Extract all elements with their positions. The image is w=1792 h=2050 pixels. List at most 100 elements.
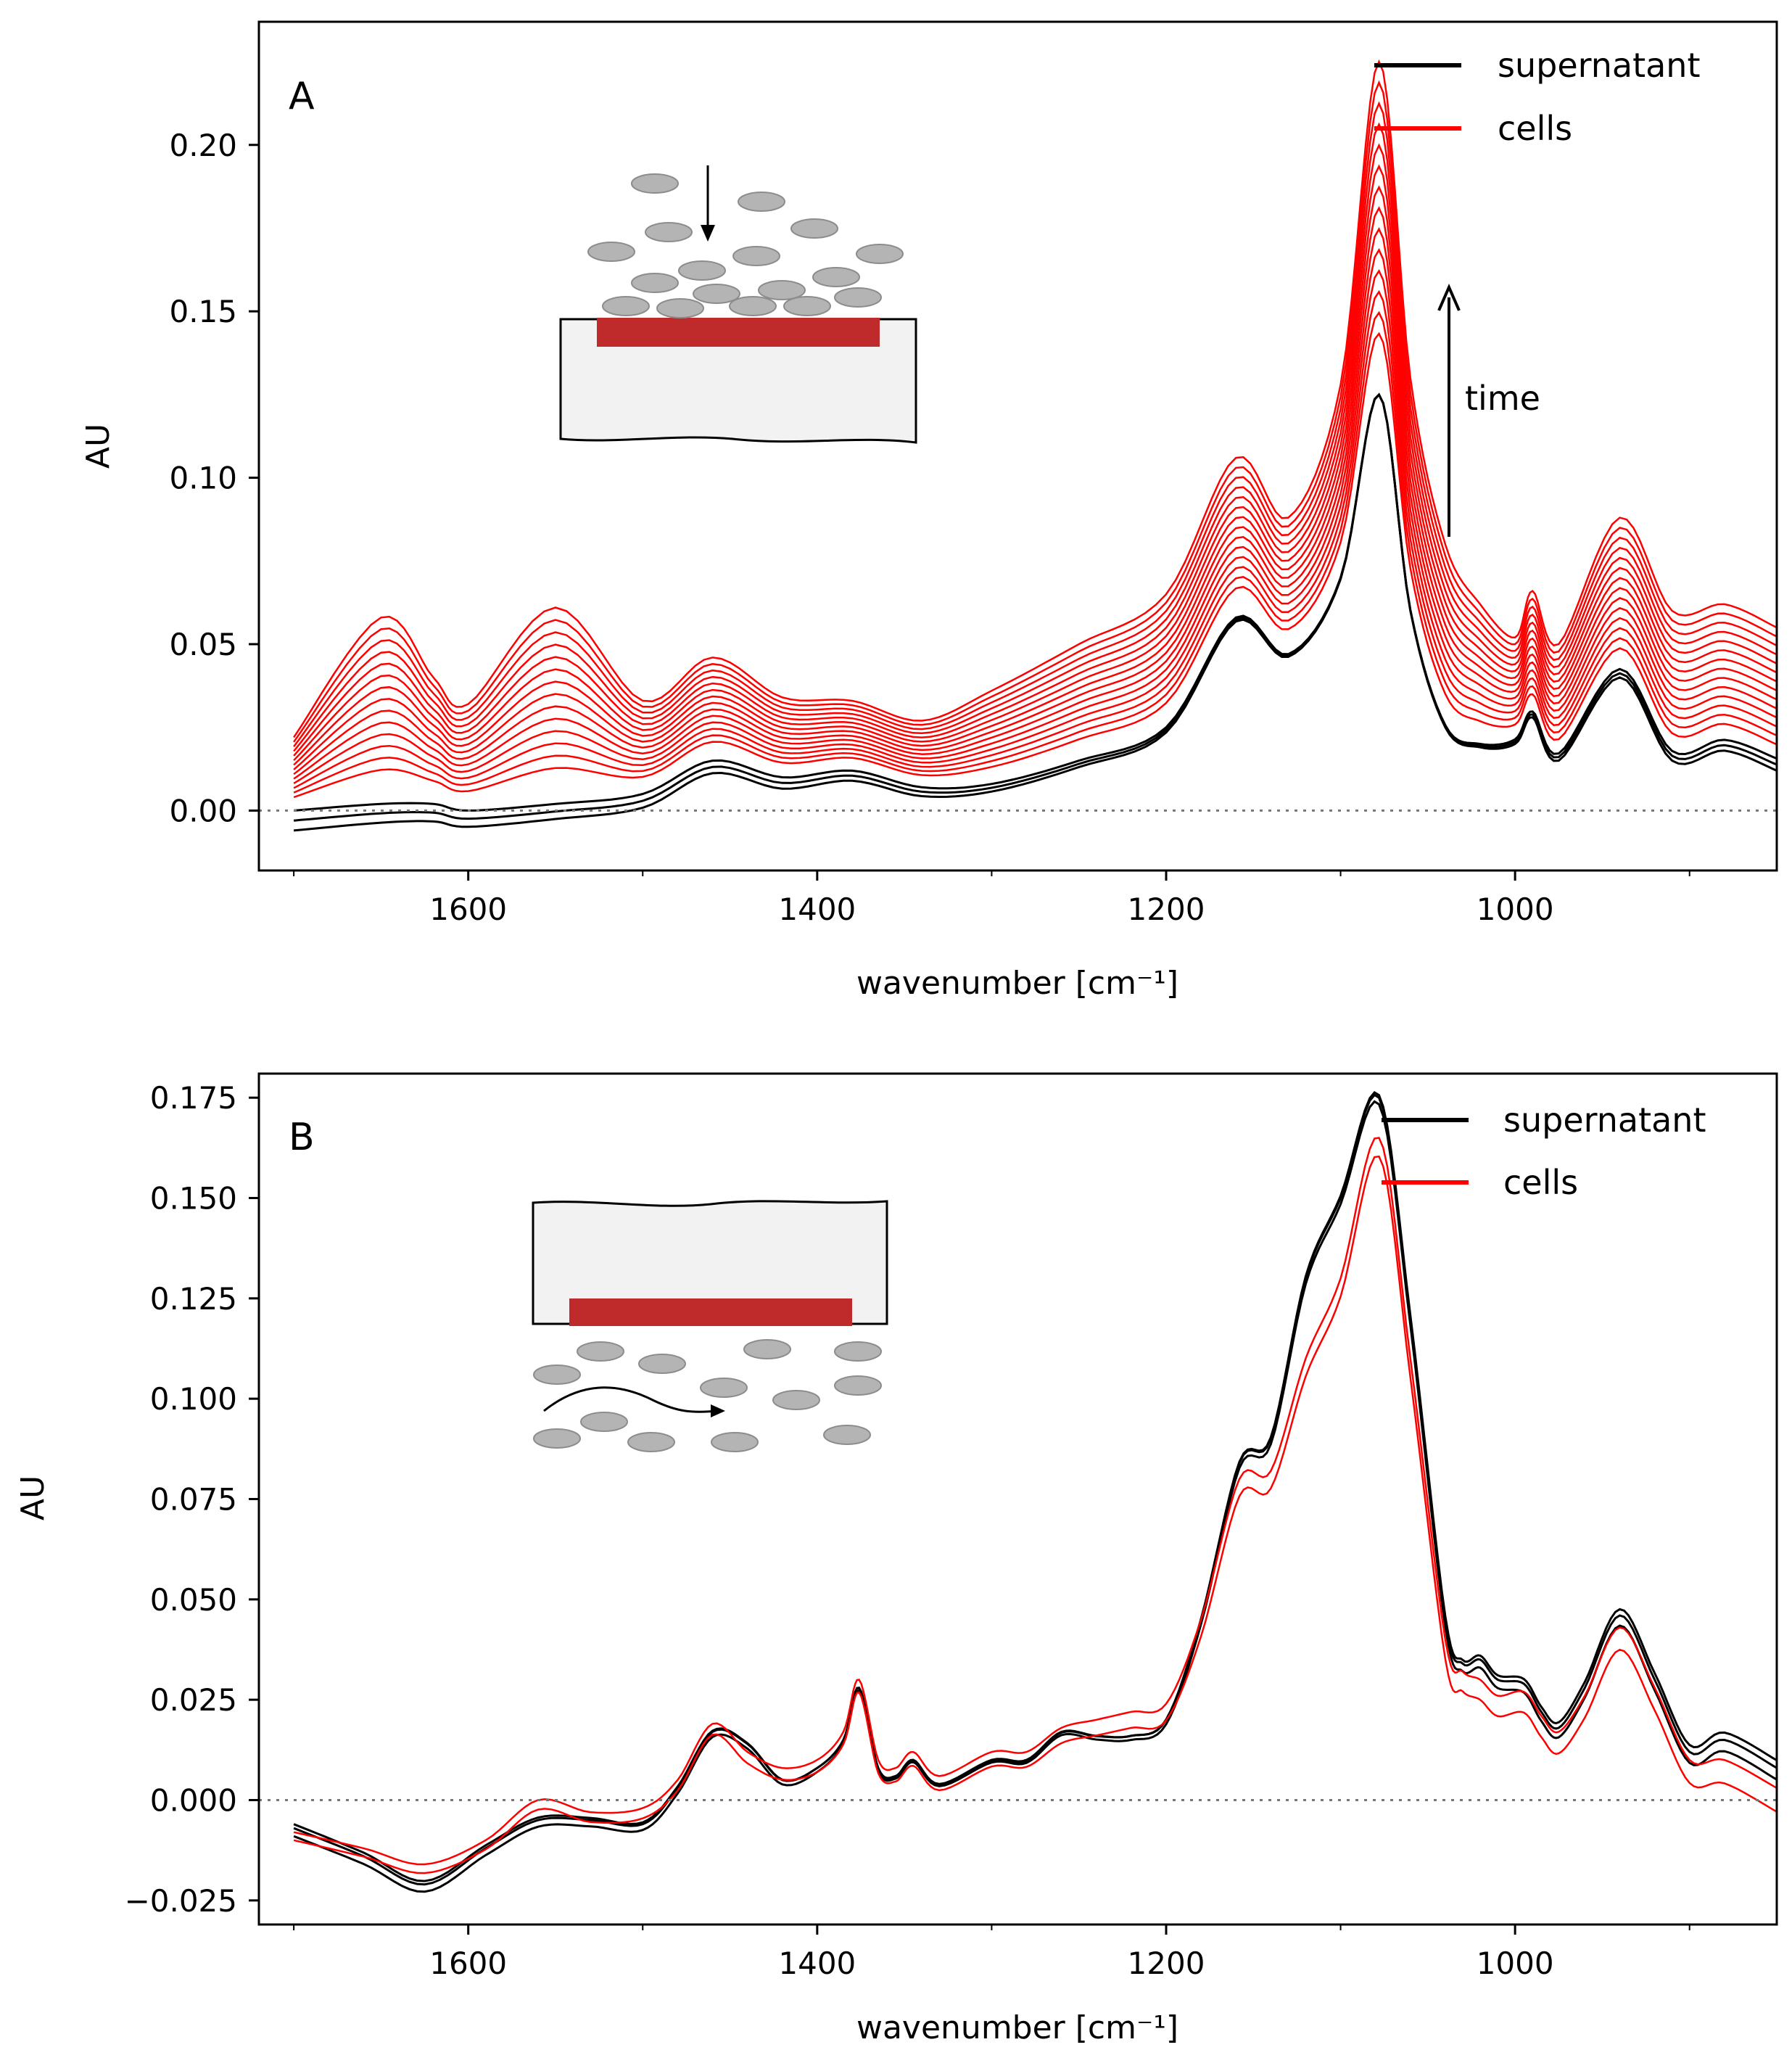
y-tick-label: −0.025 — [125, 1883, 237, 1919]
cell — [834, 287, 882, 308]
data-lines — [293, 1091, 1777, 1893]
flow-arrow — [543, 1386, 719, 1413]
cell — [783, 296, 831, 316]
cell — [743, 1339, 791, 1359]
y-tick-label: 0.100 — [150, 1381, 237, 1417]
x-tick-label: 1600 — [429, 892, 507, 927]
series-line-supernatant — [293, 1093, 1777, 1886]
cell — [587, 242, 635, 262]
legend: supernatant cells — [1382, 1100, 1706, 1202]
x-tick-label: 1400 — [778, 892, 856, 927]
y-tick-label: 0.075 — [150, 1482, 237, 1518]
y-tick-label: 0.10 — [169, 461, 237, 496]
cell — [812, 267, 860, 287]
y-tick-label: 0.20 — [169, 128, 237, 163]
series-line-cells — [293, 289, 1777, 789]
x-tick-label: 1000 — [1477, 1946, 1554, 1981]
series-line-supernatant — [293, 392, 1777, 822]
y-tick-label: 0.05 — [169, 627, 237, 662]
y-tick-label: 0.125 — [150, 1281, 237, 1317]
legend-label-cells: cells — [1503, 1163, 1578, 1202]
series-line-cells — [293, 101, 1777, 747]
legend-label-supernatant: supernatant — [1503, 1100, 1706, 1140]
series-line-supernatant — [293, 1100, 1777, 1882]
cell — [631, 173, 679, 194]
cell — [732, 246, 780, 266]
cell — [627, 1432, 675, 1452]
panel-label: B — [289, 1116, 315, 1159]
prism-body — [559, 318, 917, 444]
cell — [823, 1425, 871, 1445]
legend: supernatant cells — [1374, 46, 1700, 148]
x-tick-label: 1200 — [1128, 1946, 1205, 1981]
cell — [738, 192, 785, 212]
panel-b: 1600 1400 1200 1000 −0.025 0.000 0.025 0.050 0.… — [15, 1072, 1778, 2046]
flow-arrow-head — [711, 1404, 725, 1417]
y-tick-label: 0.15 — [169, 294, 237, 329]
time-arrow-head — [1437, 284, 1461, 311]
y-tick-label: 0.175 — [150, 1080, 237, 1116]
cell — [700, 1378, 748, 1398]
panel-label: A — [289, 75, 315, 118]
crystal-strip — [597, 318, 880, 347]
cell-ellipses — [587, 173, 904, 318]
series-line-supernatant — [293, 392, 1777, 812]
cell — [533, 1364, 581, 1385]
legend-label-cells: cells — [1498, 109, 1572, 148]
cell — [834, 1341, 882, 1362]
series-line-cells — [293, 185, 1777, 766]
cell — [758, 280, 806, 300]
series-line-cells — [293, 164, 1777, 762]
series-line-supernatant — [293, 392, 1777, 832]
cell — [602, 296, 650, 316]
cell — [631, 273, 679, 293]
x-tick-label: 1200 — [1128, 892, 1205, 927]
series-line-cells — [293, 122, 1777, 752]
series-line-cells — [293, 80, 1777, 743]
legend-label-supernatant: supernatant — [1498, 46, 1700, 85]
axes-frame — [257, 20, 1778, 872]
y-tick-label: 0.025 — [150, 1682, 237, 1718]
y-axis-label: AU — [80, 424, 117, 469]
series-line-cells — [293, 143, 1777, 757]
plot-area — [257, 20, 1778, 872]
y-axis: −0.025 0.000 0.025 0.050 0.075 0.100 0.125 0.15… — [125, 1080, 259, 1919]
y-axis-label: AU — [15, 1475, 51, 1520]
x-axis: 1600 1400 1200 1000 — [293, 870, 1690, 927]
y-axis: 0.00 0.05 0.10 0.15 0.20 — [169, 128, 259, 828]
series-line-cells — [293, 268, 1777, 784]
series-line-cells — [293, 1137, 1777, 1866]
y-tick-label: 0.050 — [150, 1582, 237, 1618]
panel-a: 1600 1400 1200 1000 0.000.050.100.150.20 A … — [80, 20, 1778, 1002]
data-lines — [293, 59, 1777, 832]
series-line-cells — [293, 332, 1777, 799]
cell — [645, 222, 693, 242]
cell — [693, 284, 740, 304]
x-tick-label: 1600 — [429, 1946, 507, 1981]
cell — [678, 260, 726, 281]
series-line-cells — [293, 206, 1777, 770]
cell — [533, 1428, 581, 1449]
series-line-cells — [293, 310, 1777, 794]
cell — [656, 298, 704, 318]
cell — [580, 1412, 628, 1432]
y-tick-label: 0.150 — [150, 1181, 237, 1217]
cell — [711, 1432, 759, 1452]
time-label: time — [1465, 379, 1540, 418]
cell — [577, 1341, 624, 1362]
schematic-flow — [532, 1200, 888, 1452]
series-line-cells — [293, 227, 1777, 775]
x-axis-label: wavenumber [cm⁻¹] — [856, 965, 1178, 1002]
cell — [772, 1390, 820, 1410]
x-tick-label: 1000 — [1477, 892, 1554, 927]
x-axis-label: wavenumber [cm⁻¹] — [856, 2009, 1178, 2046]
prism-body — [532, 1200, 888, 1325]
series-line-cells — [293, 59, 1777, 738]
cell-ellipses — [533, 1339, 882, 1452]
cell — [834, 1375, 882, 1396]
cell — [729, 296, 777, 316]
time-annotation: time — [1437, 284, 1540, 537]
series-line-cells — [293, 247, 1777, 780]
y-tick-label: 0.00 — [169, 793, 237, 828]
